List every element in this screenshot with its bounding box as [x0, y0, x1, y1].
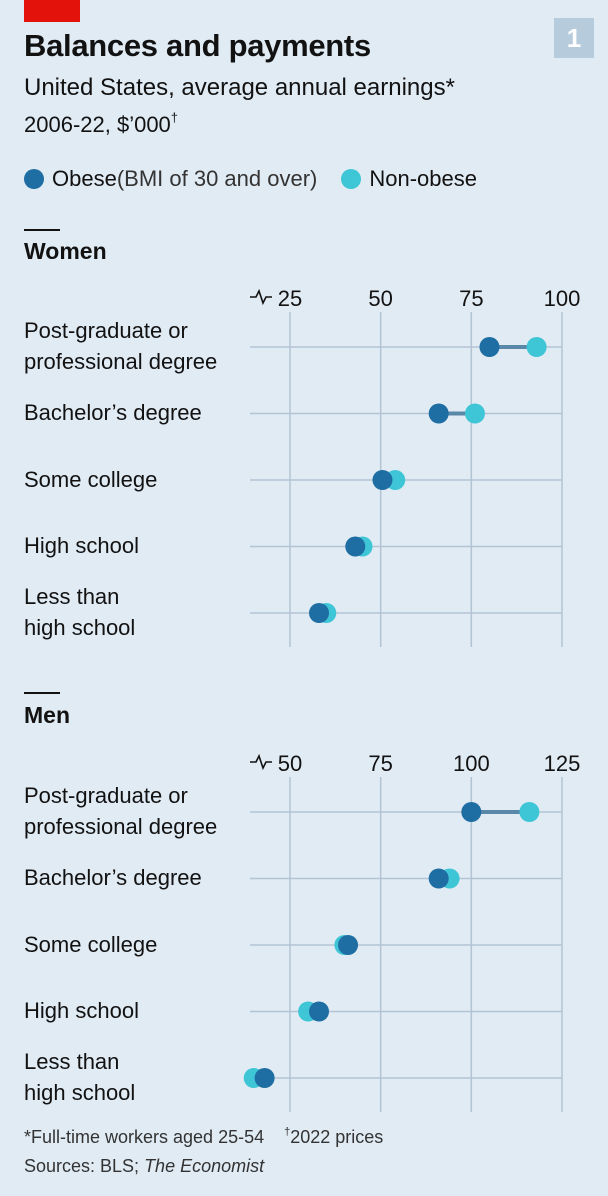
row-label-line: high school	[24, 615, 136, 640]
dot-nonobese	[519, 802, 540, 822]
row-label-line: Post-graduate or	[24, 783, 188, 808]
row-label-line: Bachelor’s degree	[24, 865, 202, 890]
row-label-line: High school	[24, 533, 139, 558]
tick-label: 75	[459, 286, 483, 311]
row-label: High school	[24, 530, 139, 561]
brand-red-bar	[24, 0, 80, 22]
axis-break-icon	[250, 753, 272, 771]
row-label-line: Some college	[24, 466, 158, 492]
dot-nonobese	[464, 403, 485, 424]
legend-note-obese: (BMI of 30 and over)	[116, 166, 318, 191]
dot-obese	[254, 1068, 275, 1088]
row-label-line: Post-graduate or	[24, 318, 188, 343]
row-label-line: Some college	[24, 931, 158, 957]
legend-dot-obese-icon	[24, 169, 44, 189]
dot-obese	[345, 536, 366, 557]
row-label: Post-graduate or professional degree	[24, 315, 217, 377]
panel-title-women: Women	[24, 238, 107, 264]
dot-plot-women: 25 50 75 100	[250, 286, 581, 647]
row-label-line: Less than	[24, 1049, 120, 1074]
legend-item-nonobese: Non-obese	[341, 166, 477, 192]
row-label: Some college	[24, 464, 157, 495]
tick-label: 100	[544, 286, 581, 311]
axis-break-icon	[250, 288, 272, 306]
dot-plot-men: 50 75 100 125	[243, 751, 581, 1112]
footnote-text-2: 2022 prices	[290, 1127, 384, 1147]
row-label: Some college	[24, 929, 157, 960]
chart-subtitle: United States, average annual earnings*	[24, 74, 455, 101]
row-label-line: professional degree	[24, 814, 218, 839]
legend-label-nonobese: Non-obese	[369, 166, 478, 191]
chart-title: Balances and payments	[24, 28, 371, 63]
dot-obese	[338, 935, 359, 955]
footnote-mark: †	[284, 1126, 291, 1138]
dot-obese	[428, 403, 449, 424]
dot-obese	[461, 802, 482, 822]
source-prefix: Sources: BLS;	[24, 1156, 145, 1176]
dot-obese	[479, 337, 500, 357]
dot-obese	[372, 470, 393, 490]
chart-number-badge: 1	[554, 18, 594, 58]
panel-rule-women	[24, 229, 60, 231]
dot-obese	[428, 868, 449, 889]
units-mark: †	[170, 110, 179, 125]
panel-title-men: Men	[24, 702, 70, 728]
row-label: Bachelor’s degree	[24, 862, 202, 893]
source-italic: The Economist	[144, 1156, 265, 1176]
legend: Obese (BMI of 30 and over) Non-obese	[24, 166, 501, 192]
dot-obese	[309, 603, 330, 623]
units-text: 2006-22, $’000	[24, 112, 171, 137]
row-label: Bachelor’s degree	[24, 397, 202, 428]
legend-label-obese: Obese	[52, 166, 117, 191]
tick-label: 75	[368, 751, 392, 776]
row-label: Post-graduate or professional degree	[24, 780, 217, 842]
tick-label: 50	[368, 286, 392, 311]
tick-label: 50	[278, 751, 302, 776]
source: Sources: BLS; The Economist	[24, 1156, 264, 1177]
row-label: Less than high school	[24, 581, 135, 643]
panel-rule-men	[24, 692, 60, 694]
row-label-line: Bachelor’s degree	[24, 400, 202, 425]
row-label: High school	[24, 995, 139, 1026]
row-label-line: Less than	[24, 584, 120, 609]
footnote-text-1: *Full-time workers aged 25-54	[24, 1127, 265, 1147]
dot-nonobese	[526, 337, 547, 357]
tick-label: 125	[544, 751, 581, 776]
legend-dot-nonobese-icon	[341, 169, 362, 189]
chart-subtitle-units: 2006-22, $’000†	[24, 110, 178, 138]
row-label-line: High school	[24, 998, 139, 1023]
footnote: *Full-time workers aged 25-54 †2022 pric…	[24, 1126, 383, 1148]
dot-obese	[309, 1001, 330, 1022]
row-label-line: professional degree	[24, 349, 218, 374]
legend-item-obese: Obese (BMI of 30 and over)	[24, 166, 317, 192]
row-label-line: high school	[24, 1080, 136, 1105]
tick-label: 100	[453, 751, 490, 776]
row-label: Less than high school	[24, 1046, 135, 1108]
tick-label: 25	[278, 286, 302, 311]
